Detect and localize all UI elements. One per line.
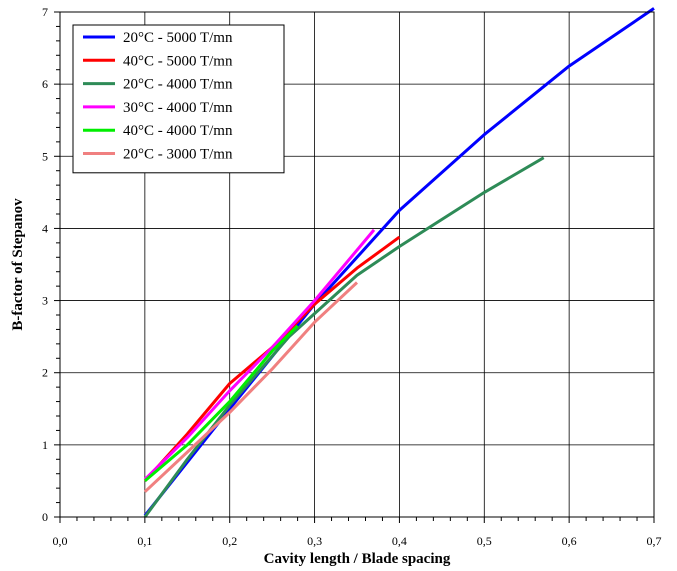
y-tick-label: 1 bbox=[42, 438, 48, 452]
x-tick-label: 0,3 bbox=[307, 534, 322, 548]
y-tick-label: 3 bbox=[42, 294, 48, 308]
legend-label: 30°C - 4000 T/mn bbox=[123, 100, 233, 116]
x-axis-title: Cavity length / Blade spacing bbox=[264, 551, 451, 567]
y-tick-label: 7 bbox=[42, 5, 48, 19]
x-tick-label: 0,7 bbox=[647, 534, 662, 548]
legend-label: 40°C - 5000 T/mn bbox=[123, 53, 233, 69]
y-tick-label: 0 bbox=[42, 510, 48, 524]
x-tick-label: 0,4 bbox=[392, 534, 407, 548]
legend-label: 20°C - 3000 T/mn bbox=[123, 147, 233, 163]
y-tick-label: 5 bbox=[42, 149, 48, 163]
y-tick-label: 2 bbox=[42, 366, 48, 380]
series-line-4 bbox=[143, 228, 376, 481]
legend-box bbox=[72, 24, 285, 174]
x-tick-label: 0,5 bbox=[477, 534, 492, 548]
x-tick-labels: 0,0 0,1 0,2 0,3 0,4 0,5 0,6 0,7 bbox=[53, 534, 662, 548]
x-tick-label: 0,1 bbox=[137, 534, 152, 548]
series-group bbox=[143, 7, 655, 518]
series-line-5 bbox=[143, 324, 299, 483]
x-tick-label: 0,2 bbox=[222, 534, 237, 548]
axis-ticks bbox=[54, 11, 655, 523]
legend-label: 20°C - 4000 T/mn bbox=[123, 77, 233, 93]
y-axis-title: B-factor of Stepanov bbox=[10, 198, 26, 331]
grid bbox=[60, 12, 654, 517]
legend: 20°C - 5000 T/mn 40°C - 5000 T/mn 20°C - 4… bbox=[72, 24, 285, 174]
series-line-1 bbox=[143, 7, 655, 517]
y-tick-label: 6 bbox=[42, 77, 48, 91]
y-tick-labels: 0 1 2 3 4 5 6 7 bbox=[42, 5, 48, 524]
plot-frame bbox=[59, 11, 655, 518]
series-line-3 bbox=[143, 156, 545, 518]
legend-label: 20°C - 5000 T/mn bbox=[123, 30, 233, 46]
series-line-6 bbox=[143, 281, 359, 493]
x-tick-label: 0,6 bbox=[562, 534, 577, 548]
x-tick-label: 0,0 bbox=[53, 534, 68, 548]
legend-label: 40°C - 4000 T/mn bbox=[123, 123, 233, 139]
y-tick-label: 4 bbox=[42, 221, 48, 235]
